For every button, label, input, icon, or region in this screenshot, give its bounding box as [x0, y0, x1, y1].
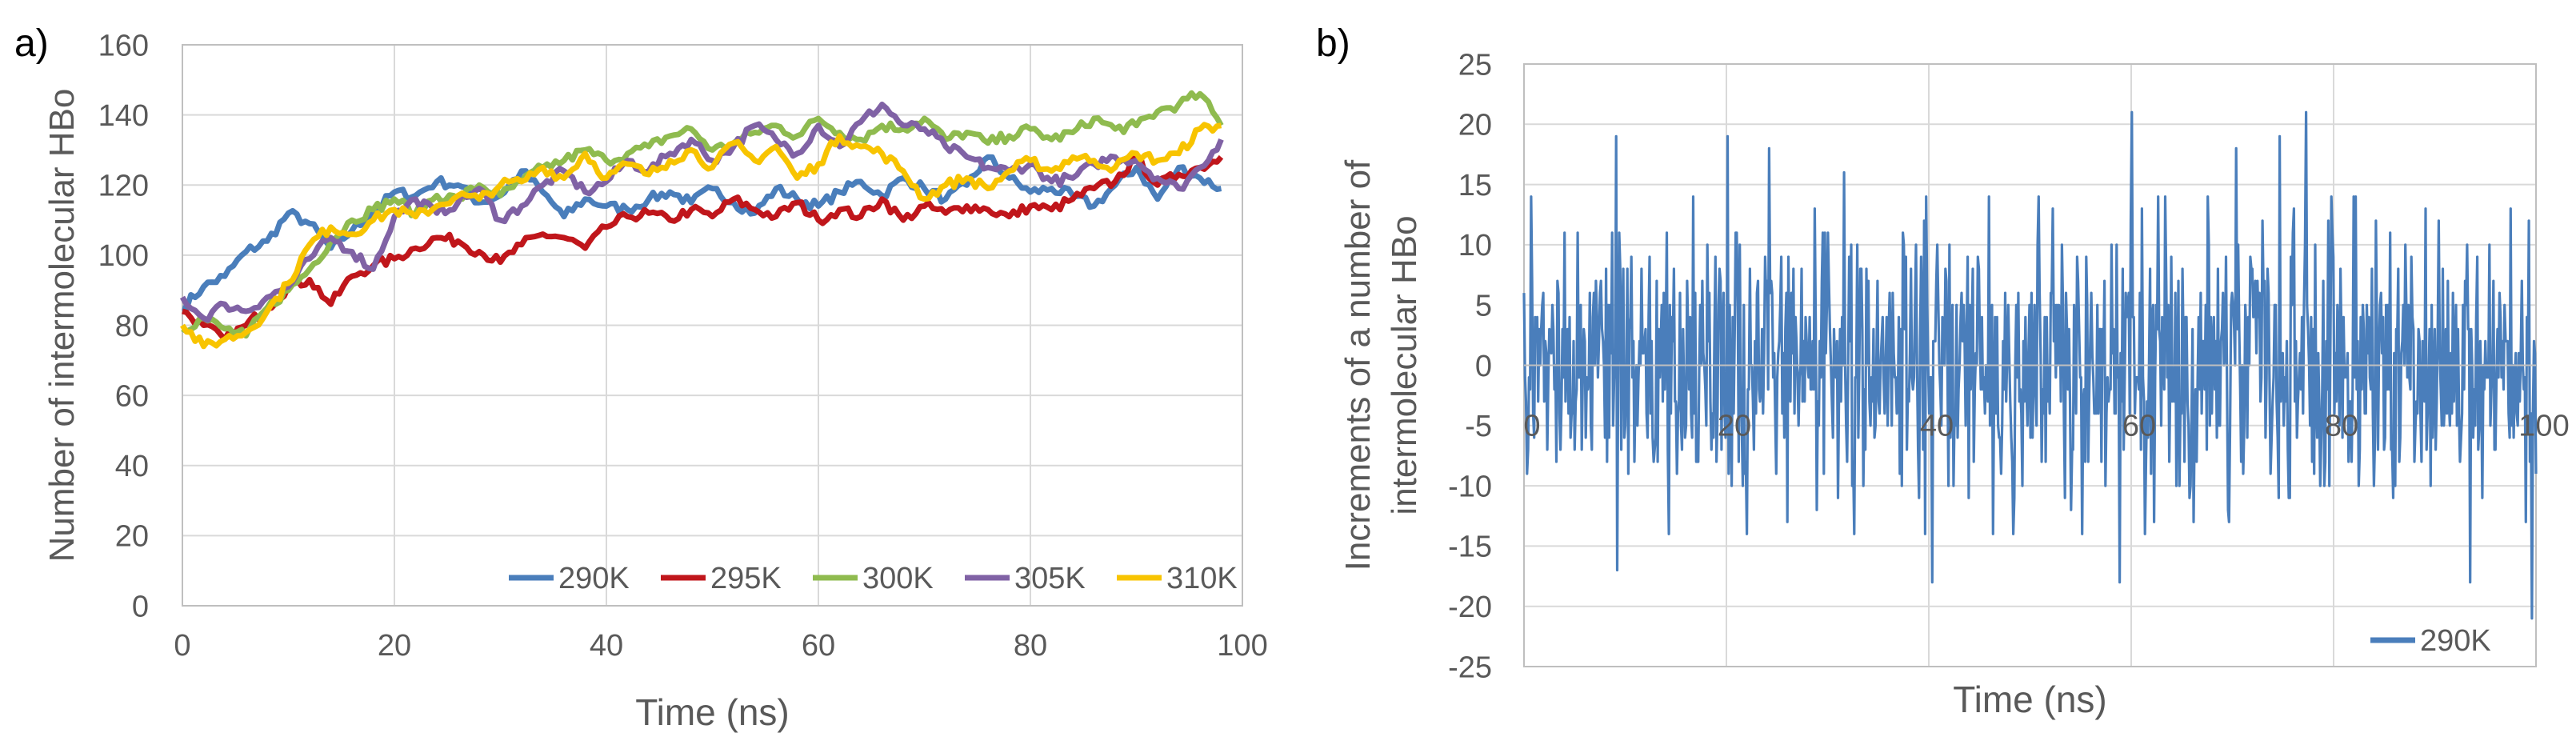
x-tick-label: 20	[1718, 410, 1751, 443]
x-tick-label: 20	[378, 629, 411, 663]
y-tick-label: 160	[98, 29, 149, 62]
y-tick-label: 5	[1475, 290, 1492, 323]
chart-a-x-tick-labels: 0 20 40 60 80 100	[174, 629, 1267, 663]
series-line-290K	[182, 154, 1222, 312]
series-line-310K	[180, 122, 1222, 350]
x-tick-label: 100	[2518, 410, 2569, 443]
x-tick-label: 80	[1014, 629, 1047, 663]
legend-label-310K: 310K	[1166, 562, 1238, 595]
chart-b-x-tick-labels: 0 20 40 60 80 100	[1523, 410, 2569, 443]
x-tick-label: 0	[1523, 410, 1540, 443]
legend-label-295K: 295K	[710, 562, 782, 595]
legend-label-290K: 290K	[558, 562, 630, 595]
chart-a-y-tick-labels: 0 20 40 60 80 100 120 140 160	[98, 29, 149, 623]
x-tick-label: 80	[2325, 410, 2358, 443]
y-tick-label: 120	[98, 170, 149, 203]
panel-b-label: b)	[1316, 22, 1350, 65]
y-tick-label: -10	[1448, 470, 1492, 503]
y-tick-label: 0	[1475, 350, 1492, 383]
y-tick-label: 80	[115, 310, 149, 343]
chart-b-series-group	[1522, 110, 2538, 620]
y-tick-label: 140	[98, 99, 149, 133]
y-tick-label: 100	[98, 239, 149, 273]
legend-label-305K: 305K	[1014, 562, 1086, 595]
x-tick-label: 40	[590, 629, 623, 663]
y-tick-label: 15	[1458, 169, 1492, 202]
x-tick-label: 60	[802, 629, 835, 663]
y-tick-label: -25	[1448, 651, 1492, 684]
chart-b-legend: 290K	[2370, 624, 2491, 658]
x-tick-label: 0	[174, 629, 190, 663]
chart-b-y-axis-title: Increments of a number of intermolecular …	[1338, 159, 1424, 571]
chart-a: 0 20 40 60 80 100 0 20 40 60 80 100 120 140 160 Time …	[42, 29, 1268, 733]
series-line-305K	[179, 102, 1224, 323]
y-tick-label: -20	[1448, 591, 1492, 624]
chart-a-gridlines	[182, 44, 1243, 607]
chart-b: 0 20 40 60 80 100 -25 -20 -15 -10 -5 0 5 10 15 20 25 Ti…	[1338, 48, 2570, 720]
y-tick-label: -15	[1448, 531, 1492, 564]
legend-label-300K: 300K	[862, 562, 934, 595]
series-line-300K	[181, 90, 1224, 339]
y-tick-label: 40	[115, 450, 149, 483]
y-tick-label: 20	[1458, 109, 1492, 142]
chart-a-x-axis-title: Time (ns)	[635, 691, 790, 733]
chart-a-series-group	[179, 90, 1224, 350]
chart-b-y-tick-labels: -25 -20 -15 -10 -5 0 5 10 15 20 25	[1448, 48, 1492, 684]
y-tick-label: 25	[1458, 48, 1492, 82]
y-tick-label: -5	[1465, 410, 1492, 443]
series-line-290K	[1522, 110, 2538, 620]
y-tick-label: 20	[115, 520, 149, 554]
series-line-295K	[182, 154, 1224, 342]
panel-a-label: a)	[14, 22, 49, 65]
chart-b-y-axis-title-line: Increments of a number of	[1338, 159, 1378, 571]
y-tick-label: 10	[1458, 229, 1492, 262]
chart-b-y-axis-title-line: intermolecular HBo	[1385, 215, 1424, 515]
x-tick-label: 60	[2122, 410, 2156, 443]
legend-label-290K: 290K	[2420, 624, 2491, 658]
y-tick-label: 60	[115, 379, 149, 413]
y-tick-label: 0	[132, 590, 149, 623]
x-tick-label: 40	[1920, 410, 1954, 443]
chart-b-x-axis-title: Time (ns)	[1953, 679, 2107, 720]
chart-a-y-axis-title: Number of intermolecular HBo	[42, 89, 82, 563]
chart-a-legend: 290K 295K 300K 305K 310K	[509, 562, 1238, 595]
x-tick-label: 100	[1217, 629, 1267, 663]
